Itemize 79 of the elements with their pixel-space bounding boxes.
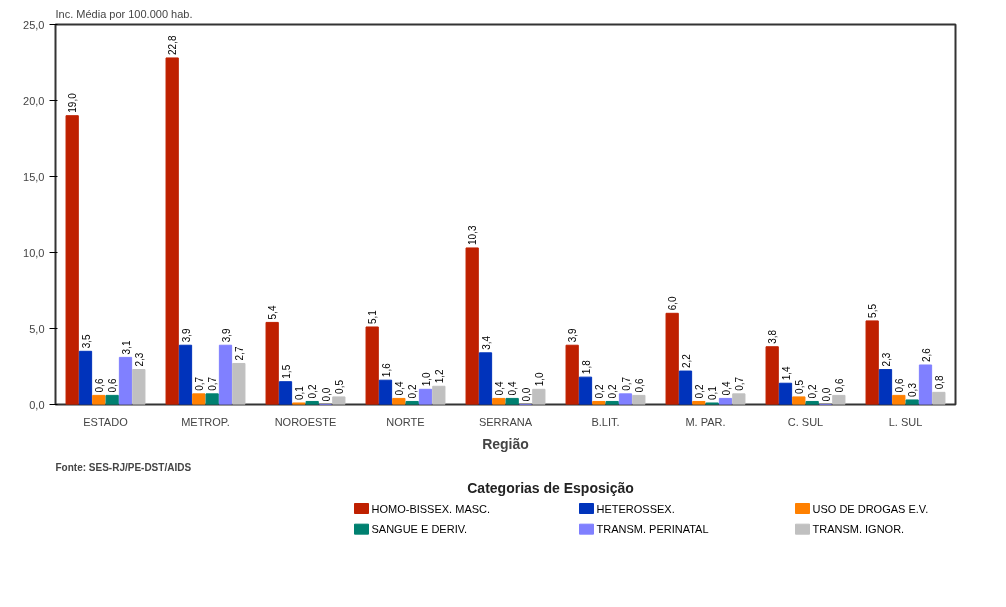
data-label: 6,0 bbox=[667, 295, 679, 311]
data-label: 0,7 bbox=[207, 376, 219, 391]
data-label: 0,7 bbox=[733, 376, 745, 391]
y-tick-label: 5,0 bbox=[29, 322, 45, 335]
data-label: 3,1 bbox=[120, 340, 132, 355]
data-label: 0,0 bbox=[820, 387, 832, 402]
data-label: 0,1 bbox=[293, 385, 305, 400]
y-tick-label: 0,0 bbox=[29, 398, 45, 411]
y-tick-label: 10,0 bbox=[23, 246, 45, 259]
data-label: 0,2 bbox=[607, 384, 619, 399]
data-label: 0,2 bbox=[693, 384, 705, 399]
y-tick-label: 15,0 bbox=[23, 170, 45, 183]
data-label: 0,3 bbox=[907, 382, 919, 397]
data-label: 1,4 bbox=[780, 365, 792, 381]
data-label: 10,3 bbox=[467, 225, 479, 245]
y-tick-label: 20,0 bbox=[23, 94, 45, 107]
data-label: 19,0 bbox=[67, 92, 79, 113]
data-label: 1,6 bbox=[380, 362, 392, 378]
data-label: 0,2 bbox=[807, 384, 819, 399]
data-label: 1,2 bbox=[433, 368, 445, 384]
data-label: 2,3 bbox=[880, 352, 892, 367]
y-tick-label: 25,0 bbox=[23, 18, 45, 31]
data-label: 0,2 bbox=[407, 384, 419, 399]
data-label: 5,1 bbox=[367, 309, 379, 324]
x-tick-label: L. SUL bbox=[888, 415, 923, 428]
data-label: 3,9 bbox=[567, 327, 579, 343]
source-note: Fonte: SES-RJ/PE-DST/AIDS bbox=[55, 461, 192, 473]
x-tick-label: ESTADO bbox=[83, 415, 129, 428]
data-label: 2,3 bbox=[133, 352, 145, 367]
data-label: 3,9 bbox=[180, 327, 192, 343]
y-axis-title: Inc. Média por 100.000 hab. bbox=[55, 7, 193, 20]
data-label: 3,4 bbox=[480, 335, 492, 350]
legend-title: Categorias de Esposição bbox=[467, 479, 634, 496]
data-label: 0,4 bbox=[720, 381, 732, 396]
data-label: 0,8 bbox=[933, 375, 945, 390]
x-tick-label: C. SUL bbox=[787, 415, 824, 428]
data-label: 0,5 bbox=[793, 379, 805, 394]
data-label: 1,8 bbox=[580, 359, 592, 375]
data-label: 0,6 bbox=[833, 378, 845, 393]
data-label: 0,5 bbox=[333, 379, 345, 394]
data-label: 0,6 bbox=[107, 378, 119, 393]
x-tick-label: NORTE bbox=[386, 415, 425, 428]
data-label: 5,5 bbox=[867, 303, 879, 318]
data-label: 2,2 bbox=[680, 353, 692, 369]
legend-label: USO DE DROGAS E.V. bbox=[812, 502, 929, 515]
data-label: 0,2 bbox=[307, 384, 319, 399]
data-label: 3,8 bbox=[767, 329, 779, 344]
data-label: 22,8 bbox=[167, 35, 179, 55]
data-label: 0,4 bbox=[507, 381, 519, 396]
data-label: 3,5 bbox=[80, 333, 92, 349]
data-label: 0,1 bbox=[707, 385, 719, 400]
data-label: 0,7 bbox=[193, 376, 205, 391]
data-label: 1,0 bbox=[533, 371, 545, 387]
data-label: 0,0 bbox=[320, 387, 332, 402]
x-tick-label: SERRANA bbox=[478, 415, 533, 428]
x-tick-label: B.LIT. bbox=[591, 415, 620, 428]
x-tick-label: METROP. bbox=[181, 415, 230, 428]
data-label: 0,6 bbox=[93, 378, 105, 393]
data-label: 1,0 bbox=[420, 371, 432, 387]
data-label: 1,5 bbox=[280, 364, 292, 379]
data-label: 0,2 bbox=[593, 384, 605, 399]
legend-label: SANGUE E DERIV. bbox=[371, 523, 468, 536]
data-label: 5,4 bbox=[267, 305, 279, 320]
data-label: 3,9 bbox=[220, 327, 232, 343]
legend-label: TRANSM. IGNOR. bbox=[812, 523, 905, 536]
data-label: 2,7 bbox=[233, 346, 245, 361]
legend-label: HOMO-BISSEX. MASC. bbox=[371, 502, 491, 515]
legend-label: TRANSM. PERINATAL bbox=[596, 523, 709, 536]
x-axis-title: Região bbox=[482, 435, 529, 452]
data-label: 0,4 bbox=[493, 381, 505, 396]
data-label: 0,0 bbox=[520, 387, 532, 402]
data-label: 2,6 bbox=[920, 347, 932, 362]
data-label: 0,6 bbox=[633, 378, 645, 393]
data-label: 0,6 bbox=[893, 378, 905, 393]
data-label: 0,4 bbox=[393, 381, 405, 396]
legend-label: HETEROSSEX. bbox=[596, 502, 675, 515]
data-label: 0,7 bbox=[620, 376, 632, 391]
x-tick-label: NOROESTE bbox=[274, 415, 337, 428]
x-tick-label: M. PAR. bbox=[685, 415, 726, 428]
